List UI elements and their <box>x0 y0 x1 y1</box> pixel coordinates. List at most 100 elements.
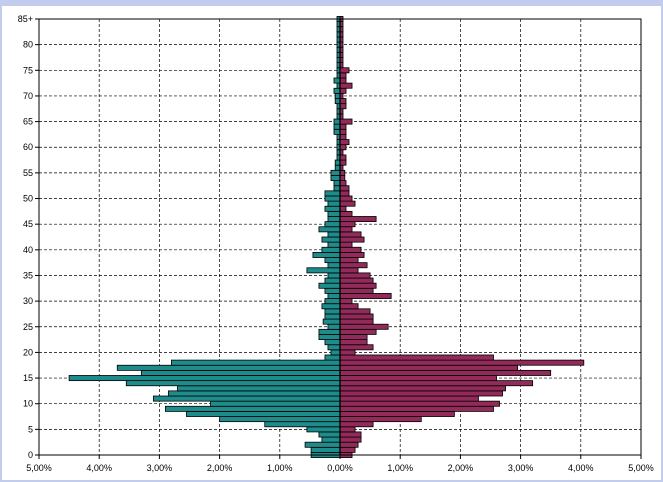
bar-right <box>339 128 347 135</box>
bar-left <box>318 431 341 438</box>
bar-left <box>171 359 341 366</box>
bar-right <box>339 359 585 366</box>
y-tick-label: 30 <box>23 296 33 306</box>
bar-right <box>339 123 347 130</box>
bar-right <box>339 139 350 146</box>
bar-left <box>327 200 341 207</box>
bar-right <box>339 77 347 84</box>
bar-left <box>324 313 341 320</box>
bar-right <box>339 175 346 181</box>
bar-left <box>324 195 341 202</box>
bar-left <box>125 380 341 387</box>
bar-left <box>324 339 341 346</box>
bar-left <box>210 400 341 407</box>
x-tick-label: 3,00% <box>147 463 173 473</box>
bar-right <box>339 180 347 187</box>
bar-left <box>152 395 341 402</box>
y-tick-label: 5 <box>28 424 33 434</box>
bar-right <box>339 282 377 289</box>
y-tick-label: 0 <box>28 450 33 460</box>
bar-right <box>339 318 374 325</box>
bar-left <box>318 282 341 289</box>
bar-right <box>339 416 422 423</box>
y-tick-label: 55 <box>23 168 33 178</box>
bar-right <box>339 277 374 284</box>
bar-right <box>339 390 503 397</box>
bar-left <box>68 375 341 382</box>
bar-right <box>339 410 455 417</box>
x-tick-label: 1,00% <box>267 463 293 473</box>
bar-right <box>339 159 347 166</box>
bar-left <box>334 159 341 166</box>
bar-left <box>333 123 341 130</box>
bar-right <box>339 272 371 279</box>
bar-right <box>339 339 368 346</box>
bar-left <box>333 77 341 84</box>
bar-left <box>334 98 341 105</box>
bar-left <box>327 262 341 269</box>
bar-left <box>333 118 341 125</box>
bar-left <box>165 405 341 412</box>
bar-right <box>339 67 350 74</box>
bar-left <box>116 364 341 371</box>
bar-left <box>327 323 341 330</box>
bar-right <box>339 210 353 217</box>
bar-right <box>339 436 362 443</box>
bar-right <box>339 169 346 176</box>
bar-left <box>312 251 341 258</box>
bar-left <box>324 190 341 197</box>
bar-right <box>339 200 356 207</box>
bar-left <box>330 349 341 356</box>
y-tick-label: 70 <box>23 91 33 101</box>
x-tick-label: 5,00% <box>26 463 52 473</box>
bar-left <box>324 354 341 361</box>
bar-left <box>327 293 341 299</box>
bar-left <box>304 441 341 448</box>
bar-right <box>339 308 371 315</box>
y-tick-label: 10 <box>23 399 33 409</box>
bar-right <box>339 441 359 448</box>
x-tick-label: 4,00% <box>568 463 594 473</box>
bar-right <box>339 369 552 376</box>
bar-left <box>324 298 341 305</box>
bar-left <box>330 169 341 176</box>
bar-right <box>339 185 350 192</box>
y-tick-label: 35 <box>23 270 33 280</box>
x-tick-label: 0,00% <box>327 463 353 473</box>
x-tick-label: 2,00% <box>448 463 474 473</box>
bar-right <box>339 236 365 243</box>
y-tick-label: 45 <box>23 219 33 229</box>
bar-right <box>339 190 350 197</box>
bar-right <box>339 323 389 330</box>
bar-right <box>339 313 374 320</box>
y-tick-label: 85+ <box>18 14 33 24</box>
x-tick-label: 4,00% <box>86 463 112 473</box>
bar-left <box>333 185 341 192</box>
bar-left <box>168 390 341 397</box>
bar-left <box>324 257 341 264</box>
bar-right <box>339 385 506 392</box>
bar-right <box>339 118 353 125</box>
bar-left <box>306 267 341 274</box>
bar-right <box>339 364 518 371</box>
bar-left <box>327 210 341 217</box>
bar-right <box>339 205 347 212</box>
bar-left <box>327 344 341 351</box>
bar-left <box>321 246 341 253</box>
bar-right <box>339 380 534 387</box>
y-tick-label: 65 <box>23 117 33 127</box>
bar-right <box>339 334 368 340</box>
bar-left <box>321 436 341 443</box>
bar-right <box>339 293 392 299</box>
bar-left <box>324 205 341 212</box>
bar-left <box>318 334 341 340</box>
bar-left <box>327 231 341 238</box>
bar-left <box>333 128 341 135</box>
bar-right <box>339 82 353 89</box>
x-tick-label: 3,00% <box>508 463 534 473</box>
bar-right <box>339 98 347 105</box>
bar-right <box>339 426 356 433</box>
bar-right <box>339 144 347 151</box>
bar-left <box>333 180 341 187</box>
